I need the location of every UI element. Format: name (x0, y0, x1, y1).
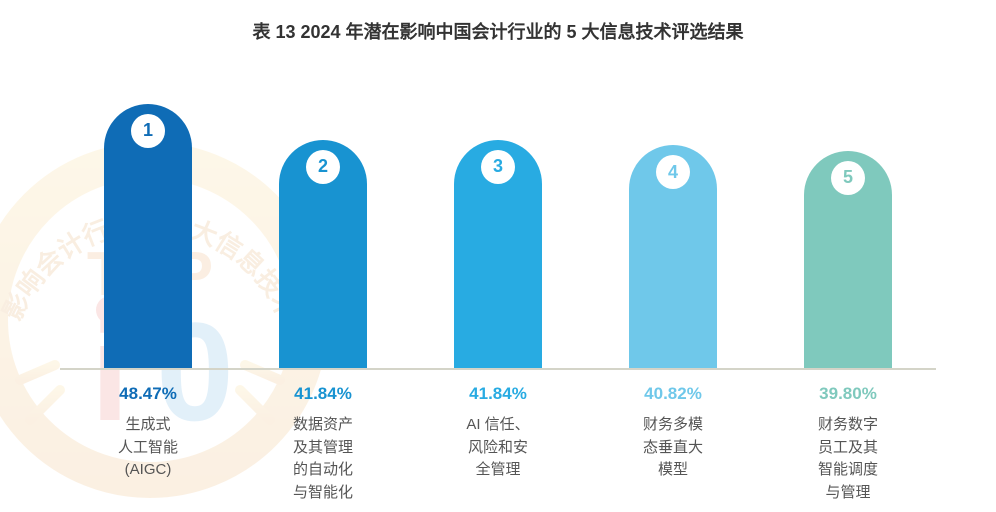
bar-col-5: 5 (788, 151, 908, 368)
bar-pct-1: 48.47% (88, 384, 208, 404)
bar-2: 2 (279, 140, 367, 368)
bar-col-1: 1 (88, 104, 208, 368)
rank-badge-2: 2 (306, 150, 340, 184)
rank-badge-4: 4 (656, 155, 690, 189)
rank-badge-1: 1 (131, 114, 165, 148)
label-col-1: 48.47% 生成式 人工智能 (AIGC) (88, 384, 208, 504)
bar-name-4: 财务多模 态垂直大 模型 (613, 414, 733, 482)
label-col-2: 41.84% 数据资产 及其管理 的自动化 与智能化 (263, 384, 383, 504)
rank-badge-5: 5 (831, 161, 865, 195)
bar-col-4: 4 (613, 145, 733, 368)
bar-4: 4 (629, 145, 717, 368)
rank-badge-3: 3 (481, 150, 515, 184)
bar-pct-3: 41.84% (438, 384, 558, 404)
bar-pct-4: 40.82% (613, 384, 733, 404)
bar-col-2: 2 (263, 140, 383, 368)
chart-wrap: 12345 48.47%生成式 人工智能 (AIGC)41.84%数据资产 及其… (60, 70, 936, 500)
bar-chart: 1 2 3 4 5 (60, 70, 936, 370)
bar-name-2: 数据资产 及其管理 的自动化 与智能化 (263, 414, 383, 504)
bar-name-3: AI 信任、 风险和安 全管理 (438, 414, 558, 482)
chart-title: 表 13 2024 年潜在影响中国会计行业的 5 大信息技术评选结果 (60, 18, 936, 44)
bar-labels: 48.47% 生成式 人工智能 (AIGC) 41.84% 数据资产 及其管理 的自动… (60, 370, 936, 504)
bar-name-1: 生成式 人工智能 (AIGC) (88, 414, 208, 482)
bar-pct-5: 39.80% (788, 384, 908, 404)
bar-1: 1 (104, 104, 192, 368)
bar-pct-2: 41.84% (263, 384, 383, 404)
bar-name-5: 财务数字 员工及其 智能调度 与管理 (788, 414, 908, 504)
label-col-3: 41.84% AI 信任、 风险和安 全管理 (438, 384, 558, 504)
page: 表 13 2024 年潜在影响中国会计行业的 5 大信息技术评选结果 1 2 3 4 5… (0, 0, 996, 512)
bar-col-3: 3 (438, 140, 558, 368)
bar-3: 3 (454, 140, 542, 368)
label-col-4: 40.82% 财务多模 态垂直大 模型 (613, 384, 733, 504)
label-col-5: 39.80% 财务数字 员工及其 智能调度 与管理 (788, 384, 908, 504)
bar-5: 5 (804, 151, 892, 368)
